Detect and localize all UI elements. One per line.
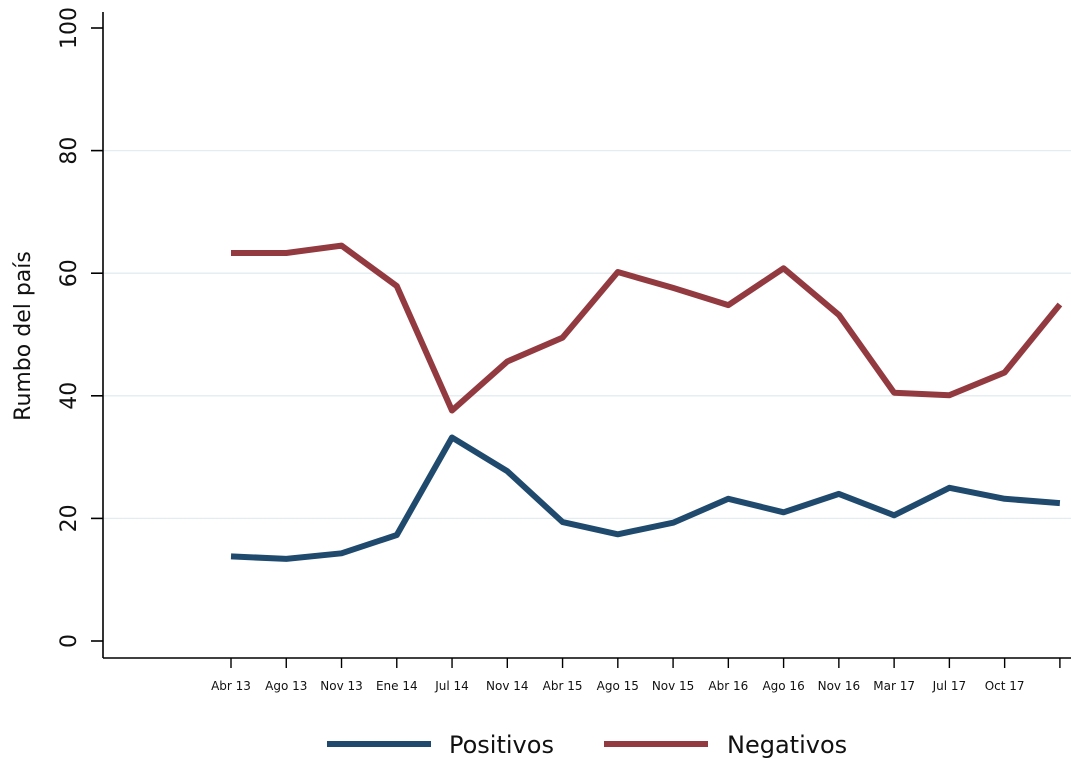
y-tick-label: 0 [57, 634, 82, 648]
legend-label-positivos: Positivos [449, 731, 554, 759]
x-tick-label: Abr 13 [211, 679, 251, 693]
x-tick-label: Nov 13 [320, 679, 363, 693]
x-tick-label: Mar 17 [873, 679, 915, 693]
y-tick-label: 60 [57, 259, 82, 287]
y-axis-title: Rumbo del país [11, 251, 36, 421]
x-tick-label: Ago 15 [597, 679, 639, 693]
x-tick-label: Jul 14 [434, 679, 469, 693]
x-tick-label: Nov 16 [818, 679, 861, 693]
x-tick-label: Abr 15 [543, 679, 583, 693]
x-tick-label: Nov 15 [652, 679, 695, 693]
y-ticks: 0 20 40 60 80 100 [57, 7, 103, 648]
legend-label-negativos: Negativos [727, 731, 847, 759]
y-tick-label: 20 [57, 504, 82, 532]
y-tick-label: 40 [57, 382, 82, 410]
series-line-positivos [230, 434, 1061, 562]
y-tick-label: 80 [57, 137, 82, 165]
series-lines [230, 242, 1063, 562]
x-ticks: Abr 13 Ago 13 Nov 13 Ene 14 Jul 14 Nov 14 Abr … [211, 658, 1061, 693]
x-tick-label: Jul 17 [932, 679, 967, 693]
y-tick-label: 100 [57, 7, 82, 49]
x-tick-label: Abr 16 [708, 679, 748, 693]
x-tick-label: Nov 14 [486, 679, 529, 693]
axes [102, 12, 1071, 659]
x-tick-label: Ago 16 [762, 679, 804, 693]
gridlines [104, 149, 1071, 520]
series-line-negativos [231, 242, 1063, 414]
legend: Positivos Negativos [327, 731, 847, 759]
x-tick-label: Ene 14 [376, 679, 418, 693]
x-tick-label: Ago 13 [265, 679, 307, 693]
x-tick-label: Oct 17 [985, 679, 1025, 693]
